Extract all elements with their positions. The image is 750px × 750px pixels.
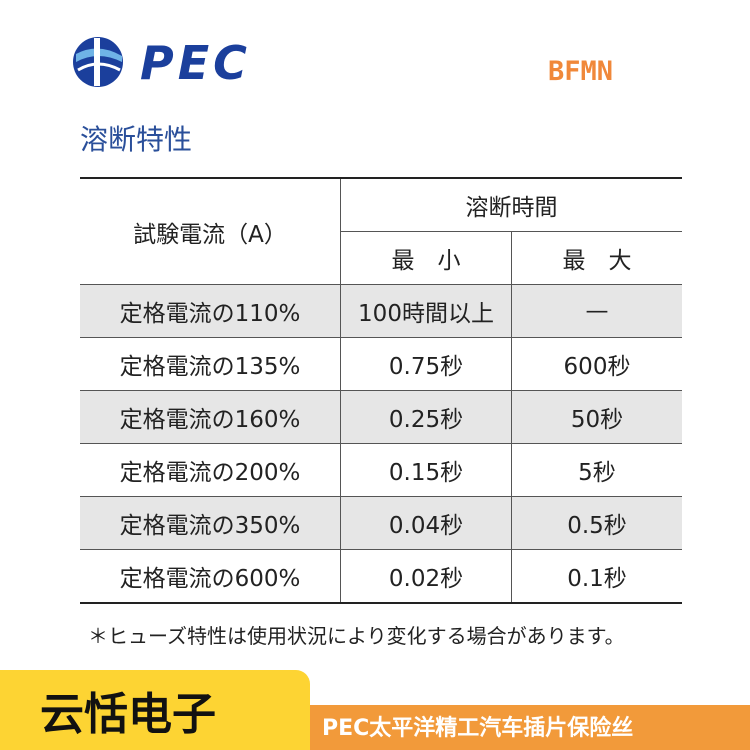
logo-text: PEC bbox=[140, 36, 251, 90]
table-cell: 0.75秒 bbox=[340, 337, 512, 391]
section-title: 溶断特性 bbox=[80, 123, 193, 156]
logo-mark bbox=[73, 37, 123, 87]
table-cell: 0.1秒 bbox=[511, 549, 682, 604]
header-cell: 試験電流（A） bbox=[80, 178, 341, 285]
table-row: 定格電流の200% 0.15秒 5秒 bbox=[80, 443, 682, 497]
table-cell: 定格電流の600% bbox=[80, 549, 341, 604]
table-cell: 600秒 bbox=[511, 337, 682, 391]
table-row: 定格電流の160% 0.25秒 50秒 bbox=[80, 390, 682, 444]
table-row: 定格電流の135% 0.75秒 600秒 bbox=[80, 337, 682, 391]
table-cell: 定格電流の350% bbox=[80, 496, 341, 550]
table-row: 定格電流の350% 0.04秒 0.5秒 bbox=[80, 496, 682, 550]
header-cell: 最 小 bbox=[340, 231, 512, 285]
footer-strip bbox=[310, 705, 750, 750]
footer-product: PEC太平洋精工汽车插片保险丝 bbox=[322, 716, 634, 741]
note: ＊ヒューズ特性は使用状況により変化する場合があります。 bbox=[88, 624, 625, 648]
table-cell: 0.02秒 bbox=[340, 549, 512, 604]
table-cell: 0.15秒 bbox=[340, 443, 512, 497]
table-cell: 0.5秒 bbox=[511, 496, 682, 550]
table-cell: 定格電流の110% bbox=[80, 284, 341, 338]
table-row: 定格電流の600% 0.02秒 0.1秒 bbox=[80, 549, 682, 604]
table-cell: 50秒 bbox=[511, 390, 682, 444]
table-row: 定格電流の110% 100時間以上 — bbox=[80, 284, 682, 338]
table: 試験電流（A） 溶断時間 最 小 最 大 定格電流の110% 100時間以上 — 定格… bbox=[80, 177, 682, 604]
table-cell: 0.25秒 bbox=[340, 390, 512, 444]
table-cell: 100時間以上 bbox=[340, 284, 512, 338]
table-cell: 定格電流の200% bbox=[80, 443, 341, 497]
table-cell: 5秒 bbox=[511, 443, 682, 497]
model: BFMN bbox=[548, 56, 614, 87]
table-cell: 定格電流の160% bbox=[80, 390, 341, 444]
footer-band bbox=[0, 670, 310, 750]
table-cell: 定格電流の135% bbox=[80, 337, 341, 391]
table-cell: 0.04秒 bbox=[340, 496, 512, 550]
footer-brand: 云恬电子 bbox=[40, 689, 216, 740]
header-cell: 溶断時間 bbox=[340, 178, 682, 232]
table-cell: — bbox=[511, 284, 682, 338]
header-cell: 最 大 bbox=[511, 231, 682, 285]
